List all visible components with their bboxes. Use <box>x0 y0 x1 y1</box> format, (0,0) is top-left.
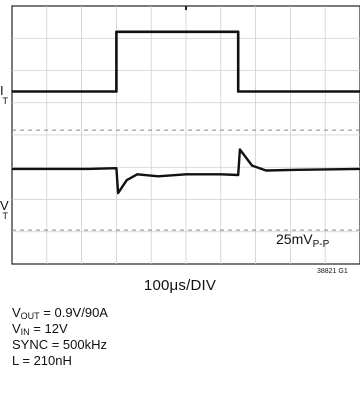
condition-vout: VOUT = 0.9V/90A <box>12 305 108 321</box>
amplitude-annotation: 25mVP-P <box>276 231 330 250</box>
trace-a-label-main: I <box>0 85 4 95</box>
x-axis-label: 100μs/DIV <box>143 277 217 294</box>
grid-layer <box>11 5 360 265</box>
figure-id: 38821 G1 <box>317 268 348 275</box>
test-conditions: VOUT = 0.9V/90A VIN = 12V SYNC = 500kHz … <box>12 305 108 369</box>
reference-levels <box>12 129 360 231</box>
trace-0 <box>12 30 360 93</box>
oscilloscope-plot: 25mVP-P <box>11 5 360 265</box>
trace-b-label-main: V <box>0 200 9 210</box>
scope-svg: 25mVP-P <box>11 5 360 265</box>
trace-layer <box>12 30 360 195</box>
trace-a-label-sub: T <box>2 96 9 106</box>
condition-vin: VIN = 12V <box>12 321 68 337</box>
annotation-sub: P-P <box>313 239 330 250</box>
trace-b-label-sub: T <box>2 211 9 221</box>
trace-b-label: V T <box>0 200 9 222</box>
trace-1 <box>12 148 360 195</box>
condition-sync: SYNC = 500kHz <box>12 337 108 352</box>
annotation-main: 25mV <box>276 231 313 247</box>
condition-inductor: L = 210nH <box>12 353 72 368</box>
trace-a-label: I T <box>0 85 8 107</box>
